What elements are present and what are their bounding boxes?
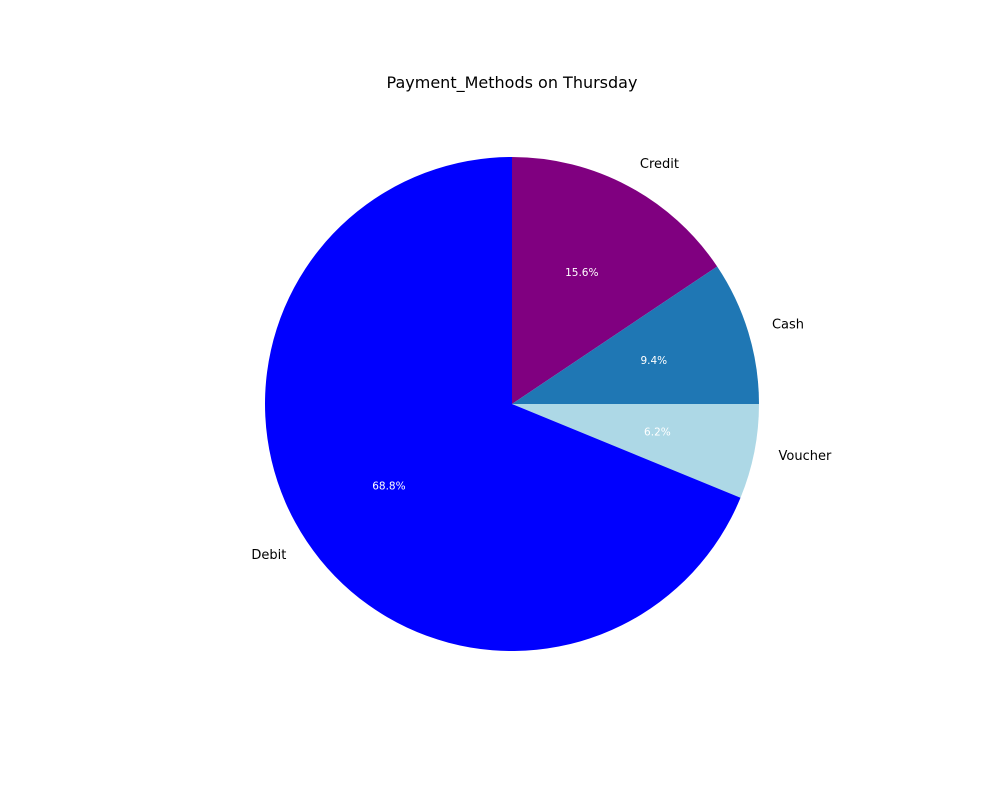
pie-slice-debit [265,157,741,652]
pie-labels: Credit 15.6% Cash 9.4% Voucher 6.2% Debit 68.8% [251,157,832,563]
slice-percent-cash: 9.4% [640,355,667,367]
pie-slices [265,157,759,652]
pie-slice-credit [512,157,718,404]
chart-title: Payment_Methods on Thursday [387,73,638,93]
slice-label-voucher: Voucher [779,449,832,464]
pie-slice-cash [512,266,759,404]
slice-label-credit: Credit [640,157,679,172]
slice-label-debit: Debit [251,548,286,563]
slice-percent-debit: 68.8% [372,481,405,493]
pie-slice-voucher [512,404,759,498]
slice-label-cash: Cash [772,317,804,332]
slice-percent-credit: 15.6% [565,267,598,279]
slice-percent-voucher: 6.2% [644,427,671,439]
